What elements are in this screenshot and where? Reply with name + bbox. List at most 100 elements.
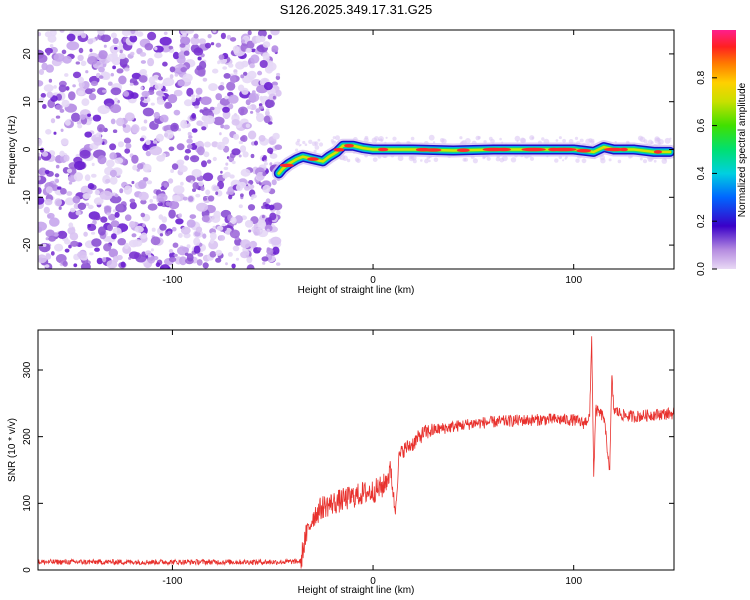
noise-blob bbox=[61, 49, 67, 55]
noise-blob bbox=[197, 56, 202, 61]
noise-blob bbox=[168, 146, 175, 152]
noise-blob bbox=[186, 219, 196, 228]
colorbar-tick-label: 0.0 bbox=[696, 262, 707, 276]
noise-blob bbox=[168, 209, 176, 219]
noise-blob bbox=[92, 114, 102, 122]
haze-blob bbox=[669, 137, 672, 140]
noise-blob bbox=[159, 264, 170, 269]
noise-blob bbox=[264, 217, 273, 227]
noise-blob bbox=[111, 52, 118, 59]
noise-blob bbox=[261, 214, 265, 219]
noise-blob bbox=[120, 261, 126, 268]
noise-blob bbox=[61, 99, 70, 108]
noise-blob bbox=[255, 108, 261, 113]
colorbar-tick-label: 0.4 bbox=[696, 166, 707, 180]
noise-blob bbox=[216, 225, 224, 231]
bottom-x-tick-label: 0 bbox=[370, 576, 376, 587]
noise-blob bbox=[49, 217, 60, 227]
noise-blob bbox=[154, 46, 158, 51]
noise-blob bbox=[42, 243, 47, 247]
noise-blob bbox=[184, 252, 189, 256]
haze-blob bbox=[428, 159, 431, 163]
noise-blob bbox=[210, 42, 215, 46]
noise-blob bbox=[98, 66, 105, 73]
noise-blob bbox=[227, 252, 233, 257]
haze-blob bbox=[514, 135, 521, 142]
noise-blob bbox=[171, 163, 179, 170]
noise-blob bbox=[145, 139, 151, 145]
noise-blob bbox=[38, 54, 48, 63]
noise-blob bbox=[45, 253, 52, 260]
noise-blob bbox=[209, 238, 215, 244]
haze-blob bbox=[510, 157, 517, 163]
noise-blob bbox=[150, 102, 155, 106]
noise-blob bbox=[233, 133, 240, 140]
noise-blob bbox=[219, 97, 231, 106]
noise-blob bbox=[144, 43, 154, 51]
top-y-tick-label: 0 bbox=[22, 146, 33, 152]
noise-blob bbox=[196, 202, 208, 212]
top-y-ticks: -20 -10 0 10 20 bbox=[22, 48, 674, 252]
noise-blob bbox=[140, 126, 147, 131]
noise-blob bbox=[193, 237, 201, 246]
noise-blob bbox=[187, 144, 193, 150]
noise-blob bbox=[246, 264, 255, 269]
noise-blob bbox=[96, 87, 107, 95]
haze-blob bbox=[499, 137, 502, 141]
noise-blob bbox=[85, 70, 89, 74]
noise-blob bbox=[275, 89, 282, 97]
trace-peak bbox=[344, 143, 354, 148]
noise-blob bbox=[124, 67, 130, 72]
noise-blob bbox=[66, 33, 76, 42]
noise-blob bbox=[241, 39, 245, 44]
noise-blob bbox=[229, 174, 235, 179]
noise-blob bbox=[124, 148, 131, 154]
haze-blob bbox=[530, 156, 534, 161]
noise-blob bbox=[269, 153, 278, 159]
noise-blob bbox=[113, 46, 118, 50]
noise-blob bbox=[272, 202, 283, 211]
colorbar bbox=[712, 30, 736, 269]
trace-peak bbox=[521, 147, 546, 152]
noise-blob bbox=[84, 174, 91, 182]
noise-blob bbox=[44, 31, 52, 38]
noise-blob bbox=[50, 251, 55, 256]
colorbar-tick-label: 0.2 bbox=[696, 214, 707, 228]
noise-blob bbox=[215, 249, 223, 256]
noise-blob bbox=[72, 71, 82, 79]
noise-blob bbox=[262, 41, 271, 48]
noise-blob bbox=[38, 254, 48, 264]
noise-blob bbox=[182, 247, 190, 253]
noise-blob bbox=[97, 30, 105, 36]
noise-blob bbox=[59, 30, 65, 33]
noise-blob bbox=[178, 213, 183, 218]
noise-blob bbox=[97, 124, 105, 133]
noise-blob bbox=[202, 172, 214, 182]
noise-blob bbox=[247, 105, 252, 110]
noise-blob bbox=[79, 114, 86, 120]
noise-blob bbox=[82, 193, 91, 200]
noise-blob bbox=[187, 131, 192, 137]
noise-blob bbox=[265, 110, 270, 117]
noise-blob bbox=[149, 198, 153, 203]
noise-blob bbox=[186, 87, 194, 97]
noise-blob bbox=[255, 35, 262, 43]
noise-blob bbox=[190, 143, 198, 150]
noise-blob bbox=[213, 185, 220, 191]
haze-blob bbox=[318, 142, 324, 147]
noise-blob bbox=[247, 70, 257, 80]
noise-blob bbox=[48, 235, 56, 242]
noise-blob bbox=[154, 83, 163, 90]
noise-blob bbox=[180, 181, 184, 186]
noise-blob bbox=[136, 168, 140, 172]
noise-blob bbox=[66, 41, 80, 51]
noise-blob bbox=[38, 176, 41, 181]
haze-blob bbox=[311, 141, 317, 147]
noise-blob bbox=[50, 95, 58, 102]
noise-blob bbox=[257, 70, 263, 76]
noise-blob bbox=[212, 68, 219, 74]
noise-blob bbox=[195, 226, 203, 233]
noise-blob bbox=[157, 202, 163, 207]
noise-blob bbox=[202, 262, 209, 269]
